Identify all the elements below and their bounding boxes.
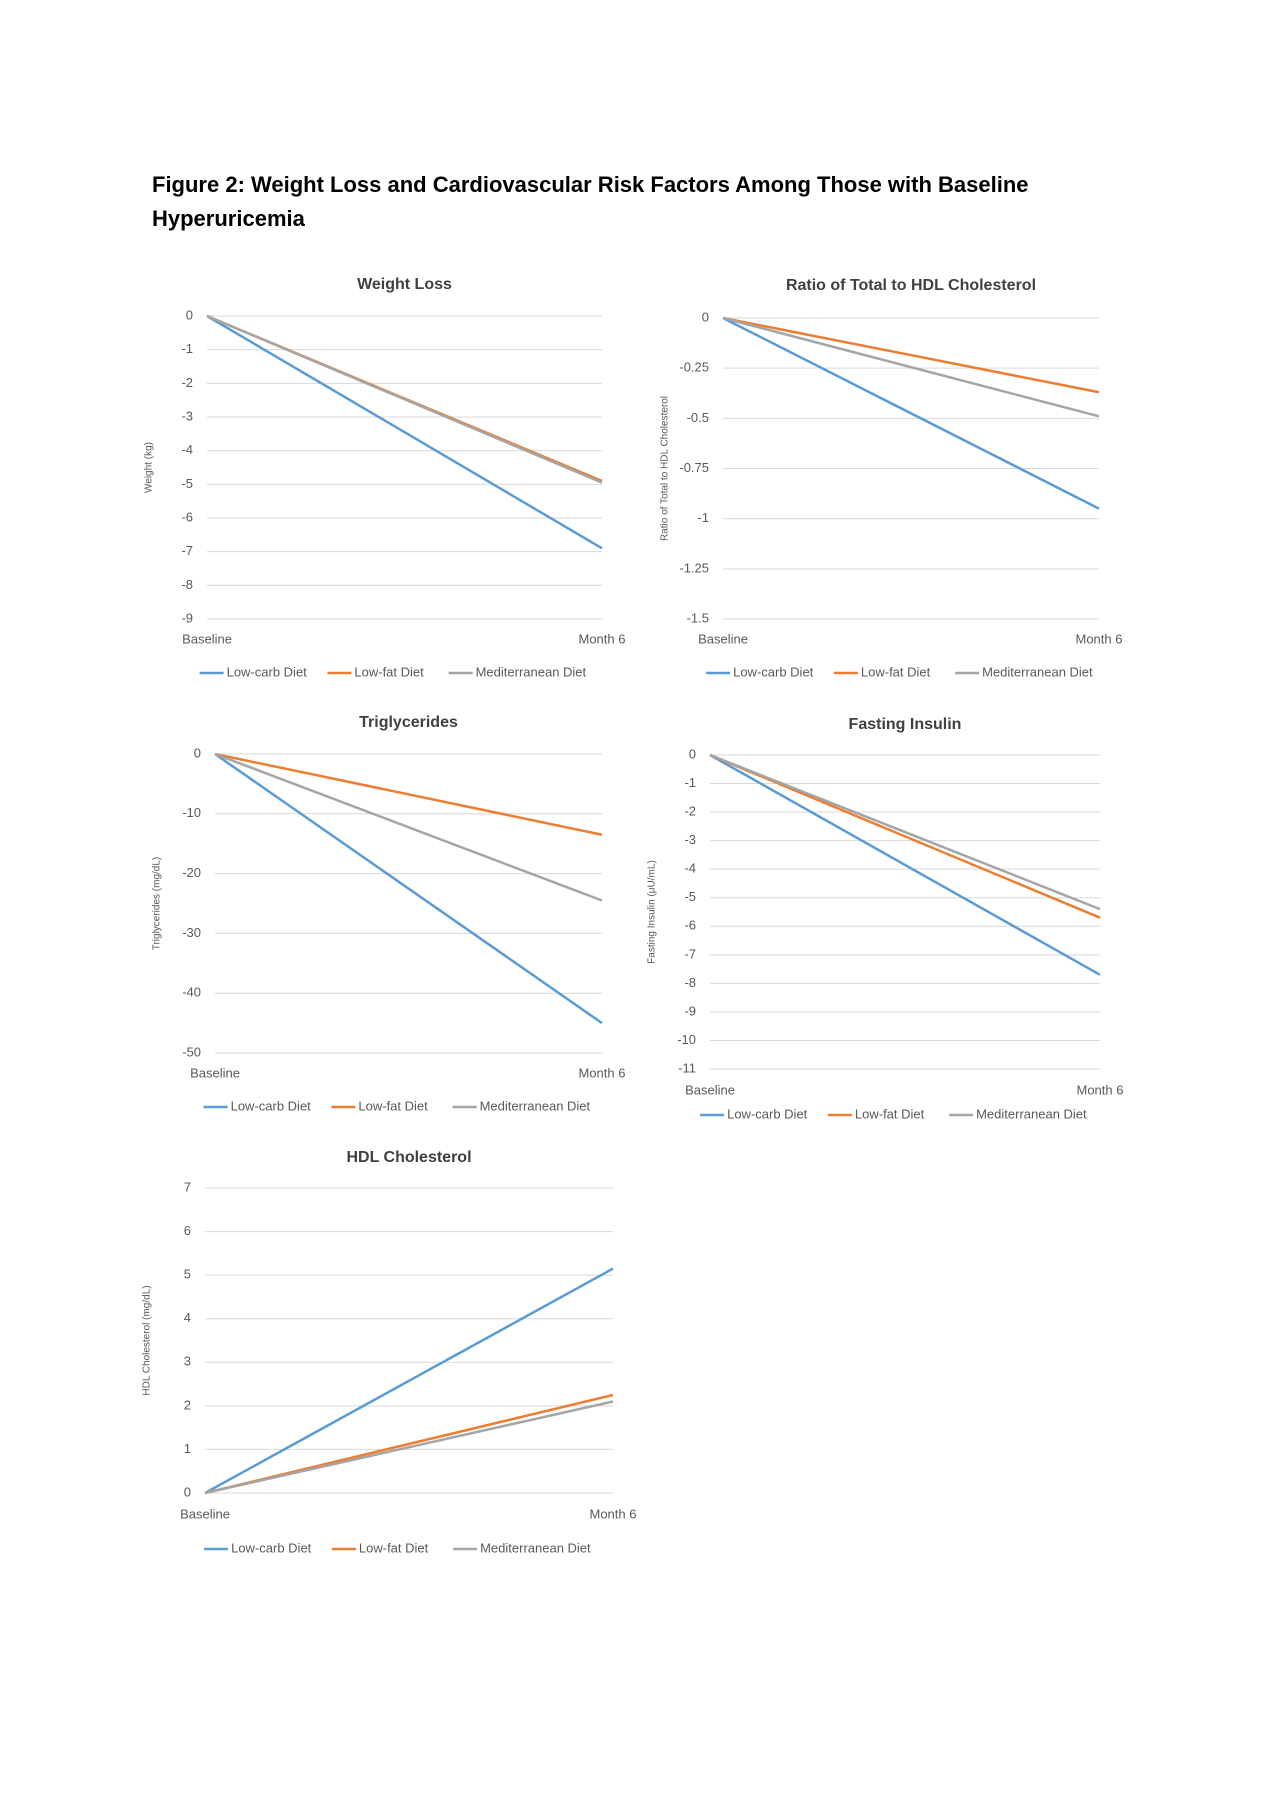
y-tick-label: -5 xyxy=(684,889,696,904)
y-tick-label: -50 xyxy=(182,1044,201,1059)
x-tick-label: Baseline xyxy=(698,631,748,646)
y-tick-label: -9 xyxy=(684,1003,696,1018)
series-line xyxy=(722,316,1100,418)
x-tick-label: Month 6 xyxy=(1077,1082,1124,1097)
chart-title: HDL Cholesterol xyxy=(346,1149,471,1166)
y-tick-label: -11 xyxy=(678,1060,696,1075)
legend-label: Mediterranean Diet xyxy=(982,664,1093,679)
y-tick-label: -10 xyxy=(677,1032,696,1047)
y-tick-label: -1 xyxy=(697,510,709,525)
legend-label: Low-carb Diet xyxy=(231,1098,312,1113)
legend-label: Mediterranean Diet xyxy=(480,1098,591,1113)
series-line xyxy=(204,1267,614,1495)
legend-label: Low-fat Diet xyxy=(855,1106,925,1121)
y-tick-label: -6 xyxy=(181,509,193,524)
series-line xyxy=(722,316,1100,394)
x-tick-label: Baseline xyxy=(180,1506,230,1521)
y-tick-label: -0.75 xyxy=(679,460,709,475)
y-tick-label: 3 xyxy=(184,1354,191,1369)
y-axis-label: Ratio of Total to HDL Cholesterol xyxy=(660,396,671,541)
y-axis-label: Fasting Insulin (μU/mL) xyxy=(647,860,658,964)
y-tick-label: 6 xyxy=(184,1223,191,1238)
y-tick-label: 4 xyxy=(184,1310,191,1325)
series-line xyxy=(709,753,1101,976)
legend-label: Low-fat Diet xyxy=(861,664,931,679)
y-axis-label: Triglycerides (mg/dL) xyxy=(152,857,163,951)
y-tick-label: -2 xyxy=(684,804,696,819)
y-tick-label: -9 xyxy=(181,610,193,625)
chart-title: Fasting Insulin xyxy=(849,716,962,733)
y-axis-label: Weight (kg) xyxy=(144,442,155,493)
series-line xyxy=(206,314,603,550)
legend-label: Mediterranean Diet xyxy=(480,1540,591,1555)
y-tick-label: 7 xyxy=(184,1179,191,1194)
x-tick-label: Month 6 xyxy=(579,1065,626,1080)
y-tick-label: 0 xyxy=(184,1484,191,1499)
y-tick-label: -3 xyxy=(684,832,696,847)
y-tick-label: -10 xyxy=(182,805,201,820)
legend-label: Low-fat Diet xyxy=(354,664,424,679)
x-tick-label: Baseline xyxy=(182,631,232,646)
series-line xyxy=(214,752,603,836)
y-tick-label: -4 xyxy=(684,861,696,876)
y-tick-label: 0 xyxy=(689,746,696,761)
y-tick-label: 5 xyxy=(184,1267,191,1282)
y-tick-label: -1.25 xyxy=(679,560,709,575)
legend-label: Mediterranean Diet xyxy=(976,1106,1087,1121)
y-tick-label: -3 xyxy=(181,408,193,423)
legend-label: Low-fat Diet xyxy=(359,1540,429,1555)
y-tick-label: -1 xyxy=(181,341,193,356)
chart-title: Triglycerides xyxy=(359,714,458,731)
series-line xyxy=(722,316,1100,510)
y-tick-label: 2 xyxy=(184,1397,191,1412)
y-tick-label: -4 xyxy=(181,442,193,457)
y-tick-label: -2 xyxy=(181,375,193,390)
y-tick-label: -40 xyxy=(182,985,201,1000)
legend-label: Low-carb Diet xyxy=(727,1106,808,1121)
x-tick-label: Baseline xyxy=(190,1065,240,1080)
series-line xyxy=(709,753,1101,919)
y-tick-label: -8 xyxy=(684,975,696,990)
y-tick-label: 0 xyxy=(194,745,201,760)
series-line xyxy=(204,1400,614,1495)
y-axis-label: HDL Cholesterol (mg/dL) xyxy=(142,1285,153,1395)
series-line xyxy=(214,752,603,902)
y-tick-label: -7 xyxy=(181,543,193,558)
legend-label: Low-carb Diet xyxy=(231,1540,312,1555)
y-tick-label: 1 xyxy=(184,1441,191,1456)
chart-title: Weight Loss xyxy=(357,276,452,293)
y-tick-label: 0 xyxy=(186,307,193,322)
y-tick-label: -7 xyxy=(684,946,696,961)
y-tick-label: -1.5 xyxy=(687,610,709,625)
x-tick-label: Baseline xyxy=(685,1082,735,1097)
y-tick-label: -0.5 xyxy=(687,410,709,425)
legend-label: Low-carb Diet xyxy=(227,664,308,679)
chart-title: Ratio of Total to HDL Cholesterol xyxy=(786,277,1036,294)
figure-title: Figure 2: Weight Loss and Cardiovascular… xyxy=(152,172,1029,231)
y-tick-label: -1 xyxy=(684,775,696,790)
series-line xyxy=(709,753,1101,911)
series-line xyxy=(214,752,603,1025)
y-tick-label: -0.25 xyxy=(679,360,709,375)
y-tick-label: -5 xyxy=(181,476,193,491)
legend-label: Low-fat Diet xyxy=(358,1098,428,1113)
legend-label: Mediterranean Diet xyxy=(476,664,587,679)
y-tick-label: -30 xyxy=(182,925,201,940)
x-tick-label: Month 6 xyxy=(579,631,626,646)
x-tick-label: Month 6 xyxy=(1076,631,1123,646)
x-tick-label: Month 6 xyxy=(590,1506,637,1521)
legend-label: Low-carb Diet xyxy=(733,664,814,679)
y-tick-label: -20 xyxy=(182,865,201,880)
y-tick-label: -8 xyxy=(181,577,193,592)
y-tick-label: -6 xyxy=(684,918,696,933)
y-tick-label: 0 xyxy=(702,309,709,324)
series-line xyxy=(206,314,603,484)
